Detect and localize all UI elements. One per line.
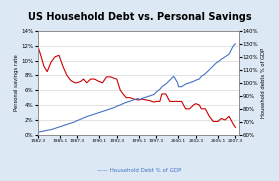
Y-axis label: Household debts % of GDP: Household debts % of GDP [261,48,266,118]
Y-axis label: Personal savings rate: Personal savings rate [14,54,19,111]
Text: —— Household Debt % of GDP: —— Household Debt % of GDP [97,168,182,173]
Text: US Household Debt vs. Personal Savings: US Household Debt vs. Personal Savings [28,12,251,22]
